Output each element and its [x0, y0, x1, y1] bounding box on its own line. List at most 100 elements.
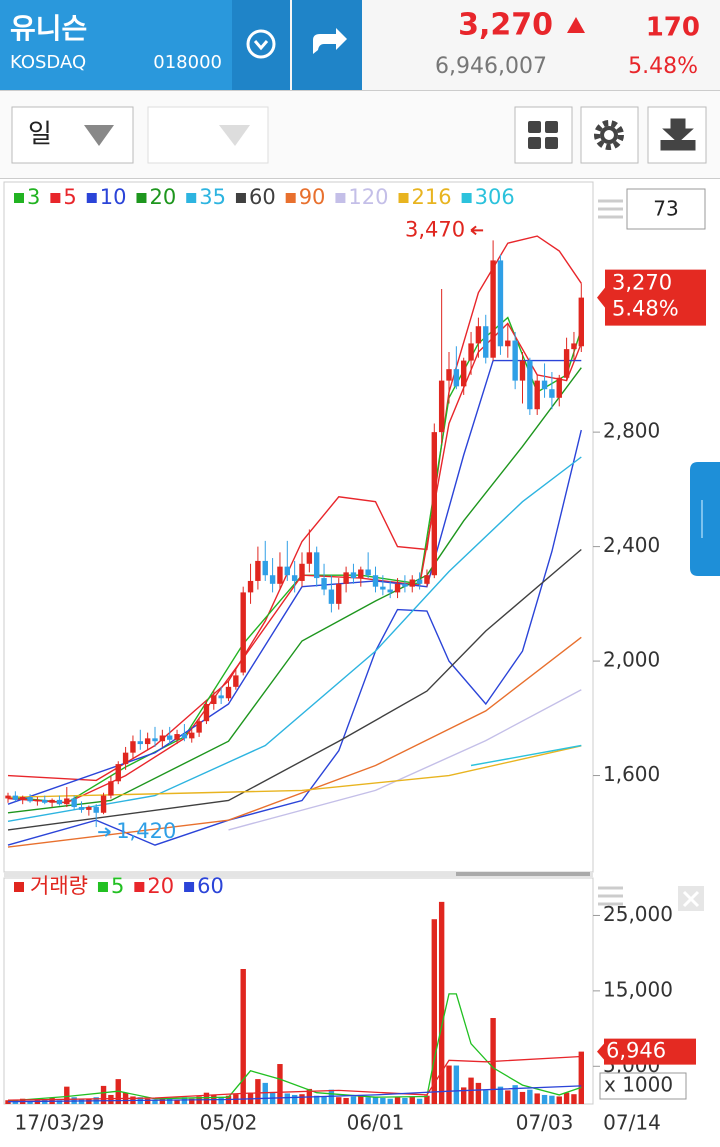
volume-bar — [372, 1096, 379, 1104]
ma-line — [7, 636, 582, 848]
candle-body — [416, 579, 423, 584]
candle-body — [12, 795, 19, 800]
unit-box — [599, 1072, 687, 1100]
share-button[interactable] — [292, 0, 362, 90]
legend-swatch — [398, 193, 409, 203]
market: KOSDAQ — [10, 52, 86, 73]
candle-body — [108, 781, 114, 796]
volume-bar — [255, 1079, 261, 1104]
layout-button[interactable] — [514, 106, 573, 164]
legend-title: 거래량 — [30, 874, 88, 898]
candle-body — [571, 343, 577, 350]
volume-bar — [144, 1098, 151, 1104]
select-arrow — [219, 125, 250, 146]
ma-line — [7, 367, 582, 814]
volume-bar — [314, 1095, 320, 1104]
volume-bar — [167, 1098, 173, 1104]
last-price-box — [597, 269, 706, 326]
volume-bar — [262, 1082, 268, 1104]
count-input[interactable] — [626, 188, 706, 230]
legend-label: 60 — [197, 874, 224, 898]
dropdown-button[interactable] — [232, 0, 290, 90]
last-price: 3,270 — [612, 271, 672, 295]
panel-divider[interactable] — [4, 872, 593, 877]
ma-line — [228, 689, 582, 831]
volume-bar — [387, 1098, 393, 1104]
volume-bar — [277, 1064, 283, 1104]
volume-bar — [343, 1097, 349, 1104]
volume-bar — [402, 1097, 408, 1104]
x-tick-label: 06/01 — [347, 1111, 405, 1135]
legend-label: 5 — [111, 874, 124, 898]
candle-body — [152, 738, 158, 742]
candle-body — [247, 580, 254, 593]
candle-body — [93, 807, 99, 813]
volume-bar — [475, 1082, 482, 1104]
volume-bar — [409, 1096, 415, 1104]
candle-body — [519, 360, 526, 381]
dropdown-chevron — [253, 40, 269, 51]
volume-bar — [394, 1097, 401, 1104]
candle-body — [306, 552, 313, 564]
candle-body — [438, 380, 445, 433]
volume-bar — [34, 1100, 41, 1104]
band-line — [7, 235, 582, 782]
count-value: 73 — [653, 197, 678, 221]
volume-bar — [56, 1100, 63, 1104]
legend-swatch — [335, 193, 346, 203]
candle-body — [321, 578, 327, 590]
candle-body — [490, 260, 496, 358]
candle-body — [358, 569, 364, 579]
candle-body — [218, 695, 224, 699]
candle-body — [563, 349, 570, 378]
legend-swatch — [184, 882, 195, 892]
dropdown-icon — [246, 29, 276, 59]
sub-select[interactable] — [147, 106, 269, 164]
volume-bar — [416, 1098, 423, 1104]
volume-bar — [321, 1096, 327, 1104]
candle-body — [541, 380, 548, 390]
candle-body — [394, 583, 401, 593]
candle-body — [86, 807, 92, 810]
candle-body — [505, 340, 511, 347]
price-change: 170 — [646, 13, 700, 43]
legend-swatch — [285, 193, 296, 203]
candle-body — [284, 566, 290, 576]
x-tick-label: 17/03/29 — [15, 1111, 105, 1135]
volume-menu-icon[interactable] — [598, 886, 623, 906]
y-tick-label: 15,000 — [603, 977, 673, 1001]
candle-body — [328, 589, 335, 604]
candle-body — [512, 340, 518, 381]
volume-bar — [549, 1095, 555, 1104]
candle-body — [350, 572, 357, 579]
candle-body — [159, 735, 166, 742]
volume-bar — [424, 1095, 430, 1104]
candle-body — [556, 377, 562, 398]
candle-body — [269, 575, 276, 584]
volume-bar — [534, 1093, 540, 1104]
candle-body — [380, 586, 386, 590]
volume-bar — [189, 1098, 195, 1104]
y-tick-label: 1,600 — [603, 762, 660, 786]
candle-body — [5, 795, 11, 799]
candle-body — [174, 734, 180, 740]
volume-bar — [100, 1085, 107, 1104]
volume-bar — [203, 1092, 210, 1104]
settings-button[interactable] — [580, 106, 639, 164]
unit-label: x 1000 — [604, 1073, 673, 1097]
candle-body — [527, 360, 533, 410]
volume-bar — [152, 1099, 158, 1104]
candle-body — [578, 297, 584, 347]
x-tick-label: 05/02 — [200, 1111, 258, 1135]
volume-ma-line — [7, 1055, 582, 1101]
side-tab[interactable] — [690, 462, 720, 576]
legend-label: 35 — [199, 185, 226, 209]
volume-bar — [497, 1086, 504, 1104]
price-menu-icon[interactable] — [598, 199, 623, 219]
candle-body — [262, 560, 268, 576]
candle-body — [49, 799, 55, 803]
up-triangle — [567, 17, 585, 33]
volume-panel — [3, 877, 594, 1105]
volume-ma-line — [7, 1085, 582, 1103]
period-select[interactable] — [11, 106, 134, 164]
